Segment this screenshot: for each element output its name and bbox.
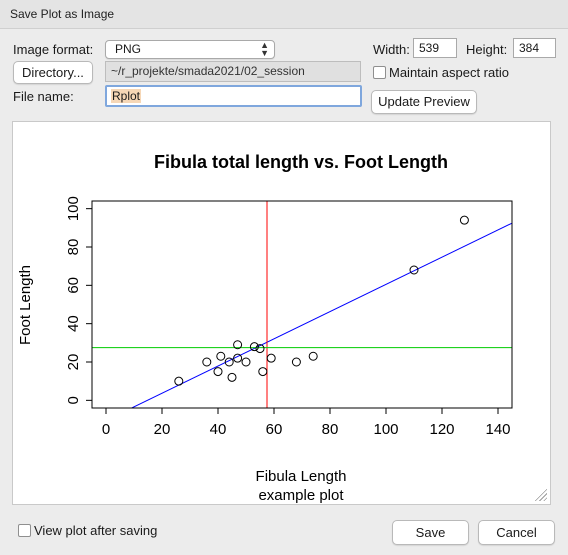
plot-preview: Fibula total length vs. Foot Length 0 20 4… bbox=[12, 121, 551, 505]
data-point bbox=[233, 340, 243, 350]
cancel-button[interactable]: Cancel bbox=[478, 520, 555, 545]
y-tick-label: 80 bbox=[65, 239, 82, 256]
data-point bbox=[213, 367, 223, 377]
chart-title: Fibula total length vs. Foot Length bbox=[154, 152, 448, 172]
x-tick-label: 60 bbox=[266, 421, 283, 438]
data-point bbox=[308, 351, 318, 361]
data-point bbox=[202, 357, 212, 367]
view-after-saving-checkbox[interactable] bbox=[18, 524, 31, 537]
width-label: Width: bbox=[373, 42, 410, 57]
x-tick-label: 100 bbox=[373, 421, 398, 438]
image-format-select[interactable]: PNG ▲ ▼ bbox=[105, 40, 275, 59]
data-point bbox=[249, 342, 259, 352]
view-after-saving-label: View plot after saving bbox=[34, 523, 158, 538]
y-tick-label: 40 bbox=[65, 315, 82, 332]
data-point bbox=[241, 357, 251, 367]
x-tick-label: 80 bbox=[322, 421, 339, 438]
x-axis-label: Fibula Length bbox=[256, 468, 347, 485]
data-point bbox=[258, 367, 268, 377]
data-point bbox=[255, 344, 265, 354]
title-bar: Save Plot as Image bbox=[0, 0, 568, 29]
update-preview-button[interactable]: Update Preview bbox=[371, 90, 477, 114]
y-tick-label: 60 bbox=[65, 277, 82, 294]
x-tick-label: 140 bbox=[485, 421, 510, 438]
data-point bbox=[409, 265, 419, 275]
y-tick-label: 100 bbox=[65, 196, 82, 221]
height-label: Height: bbox=[466, 42, 508, 57]
image-format-value: PNG bbox=[115, 42, 142, 56]
file-name-value: Rplot bbox=[111, 89, 142, 103]
data-point bbox=[459, 215, 469, 225]
plot-frame bbox=[91, 200, 513, 409]
height-input[interactable]: 384 bbox=[513, 38, 556, 58]
width-input[interactable]: 539 bbox=[413, 38, 457, 58]
data-point bbox=[291, 357, 301, 367]
data-point bbox=[174, 376, 184, 386]
regression-line bbox=[130, 222, 512, 408]
data-point bbox=[224, 357, 234, 367]
directory-button[interactable]: Directory... bbox=[13, 61, 93, 84]
y-tick-label: 0 bbox=[65, 396, 82, 404]
maintain-aspect-label: Maintain aspect ratio bbox=[389, 65, 509, 80]
x-axis-sublabel: example plot bbox=[258, 487, 344, 504]
save-button[interactable]: Save bbox=[392, 520, 469, 545]
maintain-aspect-checkbox[interactable] bbox=[373, 66, 386, 79]
y-tick-label: 20 bbox=[65, 354, 82, 371]
file-name-input[interactable]: Rplot bbox=[105, 85, 362, 107]
data-point bbox=[216, 351, 226, 361]
data-point bbox=[233, 353, 243, 363]
x-tick-label: 40 bbox=[210, 421, 227, 438]
data-point bbox=[227, 372, 237, 382]
x-tick-label: 0 bbox=[102, 421, 110, 438]
file-name-label: File name: bbox=[13, 89, 74, 104]
scatter-chart: Fibula total length vs. Foot Length 0 20 4… bbox=[17, 152, 513, 504]
image-format-label: Image format: bbox=[13, 42, 94, 57]
x-tick-label: 120 bbox=[429, 421, 454, 438]
directory-path: ~/r_projekte/smada2021/02_session bbox=[105, 61, 361, 82]
data-point bbox=[266, 353, 276, 363]
x-tick-label: 20 bbox=[154, 421, 171, 438]
window-title: Save Plot as Image bbox=[10, 7, 115, 21]
select-arrows-icon: ▲ ▼ bbox=[260, 40, 269, 58]
y-axis-label: Foot Length bbox=[17, 265, 34, 345]
